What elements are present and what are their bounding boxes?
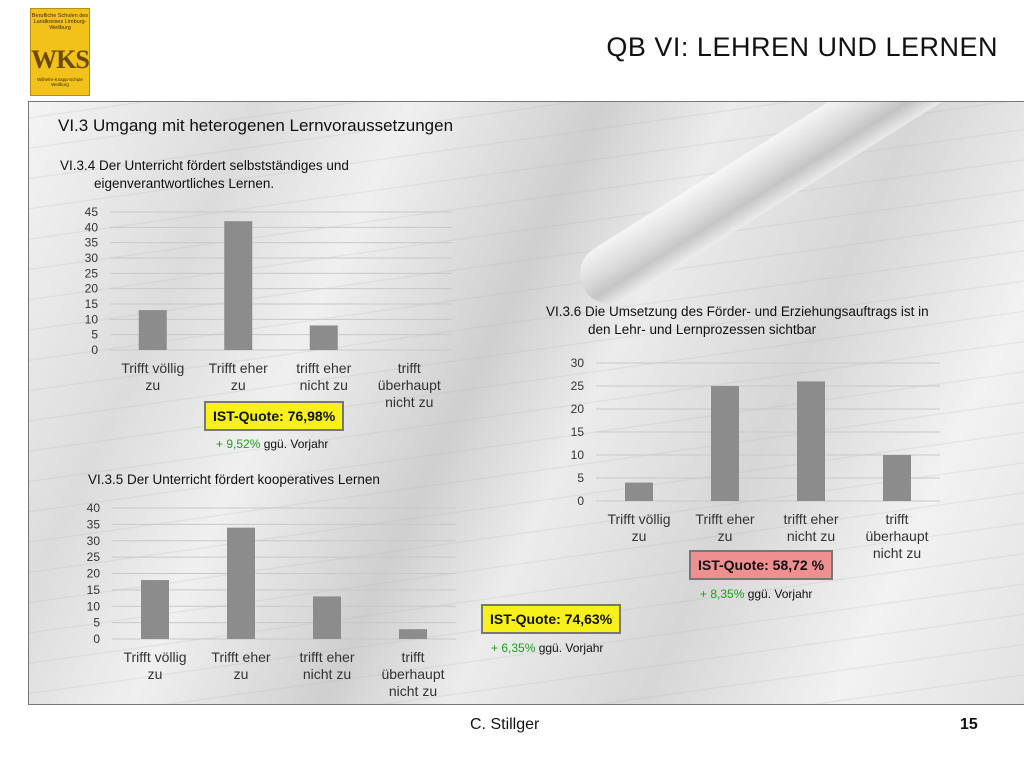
- chart2-bar: [313, 596, 341, 639]
- chart1-category-label: Trifft eher zu: [209, 360, 268, 393]
- chart3-bar: [625, 482, 653, 501]
- chart3-title: VI.3.6 Die Umsetzung des Förder- und Erz…: [546, 303, 929, 339]
- chart2-delta-suffix: ggü. Vorjahr: [535, 641, 604, 655]
- chart1-bar: [224, 221, 253, 350]
- chart2-ist-quote: IST-Quote: 74,63%: [481, 604, 622, 634]
- chart3-ytick-label: 25: [571, 379, 585, 393]
- chart1-delta: + 9,52% ggü. Vorjahr: [216, 437, 328, 451]
- chart1-bar: [138, 310, 167, 350]
- footer-author: C. Stillger: [470, 716, 540, 733]
- chart1-ytick-label: 35: [85, 236, 99, 250]
- chart3-category-label: Trifft eher zu: [695, 511, 754, 544]
- school-logo: Berufliche Schulen des Landkreises Limbu…: [30, 8, 90, 96]
- chart3-title-line2: den Lehr- und Lernprozessen sichtbar: [588, 322, 817, 337]
- chart3-category-label: trifft überhaupt nicht zu: [865, 511, 928, 561]
- chart2-bar: [399, 629, 427, 639]
- chart2-ytick-label: 0: [93, 632, 100, 646]
- chart2-title-line1: VI.3.5 Der Unterricht fördert kooperativ…: [88, 472, 380, 487]
- chart1-ytick-label: 40: [85, 220, 99, 234]
- chart3-ytick-label: 5: [577, 471, 584, 485]
- chart3-title-line1: VI.3.6 Die Umsetzung des Förder- und Erz…: [546, 304, 929, 319]
- chart1-bar: [309, 325, 338, 350]
- chart1-delta-suffix: ggü. Vorjahr: [260, 437, 329, 451]
- chart3-ist-quote: IST-Quote: 58,72 %: [689, 550, 834, 580]
- chart3-category-label: trifft eher nicht zu: [784, 511, 839, 544]
- chart1-title: VI.3.4 Der Unterricht fördert selbststän…: [60, 157, 349, 193]
- chart2-ytick-label: 15: [87, 583, 101, 597]
- chart3-delta-suffix: ggü. Vorjahr: [744, 587, 813, 601]
- chart2-bar: [141, 580, 169, 639]
- chart3-bar: [883, 455, 911, 501]
- chart3-ytick-label: 0: [577, 494, 584, 508]
- chart3-category-label: Trifft völlig zu: [607, 511, 670, 544]
- chart3-delta: + 8,35% ggü. Vorjahr: [700, 587, 812, 601]
- chart2-category-label: trifft überhaupt nicht zu: [381, 649, 444, 699]
- logo-line2: Wilhelm-Knapp-Schule Weilburg: [37, 77, 83, 87]
- chart1-title-line2: eigenverantwortliches Lernen.: [94, 176, 275, 191]
- chart1-ytick-label: 0: [91, 343, 98, 357]
- chart3-ytick-label: 10: [571, 448, 585, 462]
- chart2-ytick-label: 35: [87, 517, 101, 531]
- chart2-title: VI.3.5 Der Unterricht fördert kooperativ…: [88, 471, 380, 489]
- chart2-category-label: Trifft völlig zu: [123, 649, 186, 682]
- chart1-ist-quote: IST-Quote: 76,98%: [204, 401, 345, 431]
- chart2-ytick-label: 40: [87, 501, 101, 515]
- chart2-category-label: Trifft eher zu: [211, 649, 270, 682]
- chart2-delta-value: + 6,35%: [491, 641, 536, 655]
- chart1-ytick-label: 30: [85, 251, 99, 265]
- section-title: VI.3 Umgang mit heterogenen Lernvorausse…: [58, 116, 454, 135]
- chart1-ytick-label: 10: [85, 312, 99, 326]
- chart2-category-label: trifft eher nicht zu: [300, 649, 355, 682]
- chart3-delta-value: + 8,35%: [700, 587, 745, 601]
- chart1-category-label: Trifft völlig zu: [121, 360, 184, 393]
- chart3-ytick-label: 20: [571, 402, 585, 416]
- chart2-ytick-label: 30: [87, 534, 101, 548]
- chart1-ytick-label: 20: [85, 282, 99, 296]
- page-title: QB VI: LEHREN UND LERNEN: [606, 32, 998, 62]
- chart1-ytick-label: 25: [85, 266, 99, 280]
- page-number: 15: [960, 716, 978, 733]
- chart3-ytick-label: 15: [571, 425, 585, 439]
- chart1-ytick-label: 15: [85, 297, 99, 311]
- chart1-ytick-label: 45: [85, 205, 99, 219]
- chart3-bar: [711, 386, 739, 501]
- chart3-ytick-label: 30: [571, 356, 585, 370]
- chart2-ytick-label: 10: [87, 599, 101, 613]
- chart1-delta-value: + 9,52%: [216, 437, 261, 451]
- logo-line1: Berufliche Schulen des Landkreises Limbu…: [31, 13, 89, 31]
- chart2-ytick-label: 20: [87, 567, 101, 581]
- logo-mark: WKS: [31, 45, 90, 74]
- chart3-bar: [797, 381, 825, 501]
- chart1-category-label: trifft überhaupt nicht zu: [378, 360, 441, 410]
- chart2-ytick-label: 25: [87, 550, 101, 564]
- chart1-category-label: trifft eher nicht zu: [296, 360, 351, 393]
- chart1-title-line1: VI.3.4 Der Unterricht fördert selbststän…: [60, 158, 349, 173]
- chart1-ytick-label: 5: [91, 328, 98, 342]
- chart2-ytick-label: 5: [93, 616, 100, 630]
- chart2-bar: [227, 527, 255, 639]
- chart2-delta: + 6,35% ggü. Vorjahr: [491, 641, 603, 655]
